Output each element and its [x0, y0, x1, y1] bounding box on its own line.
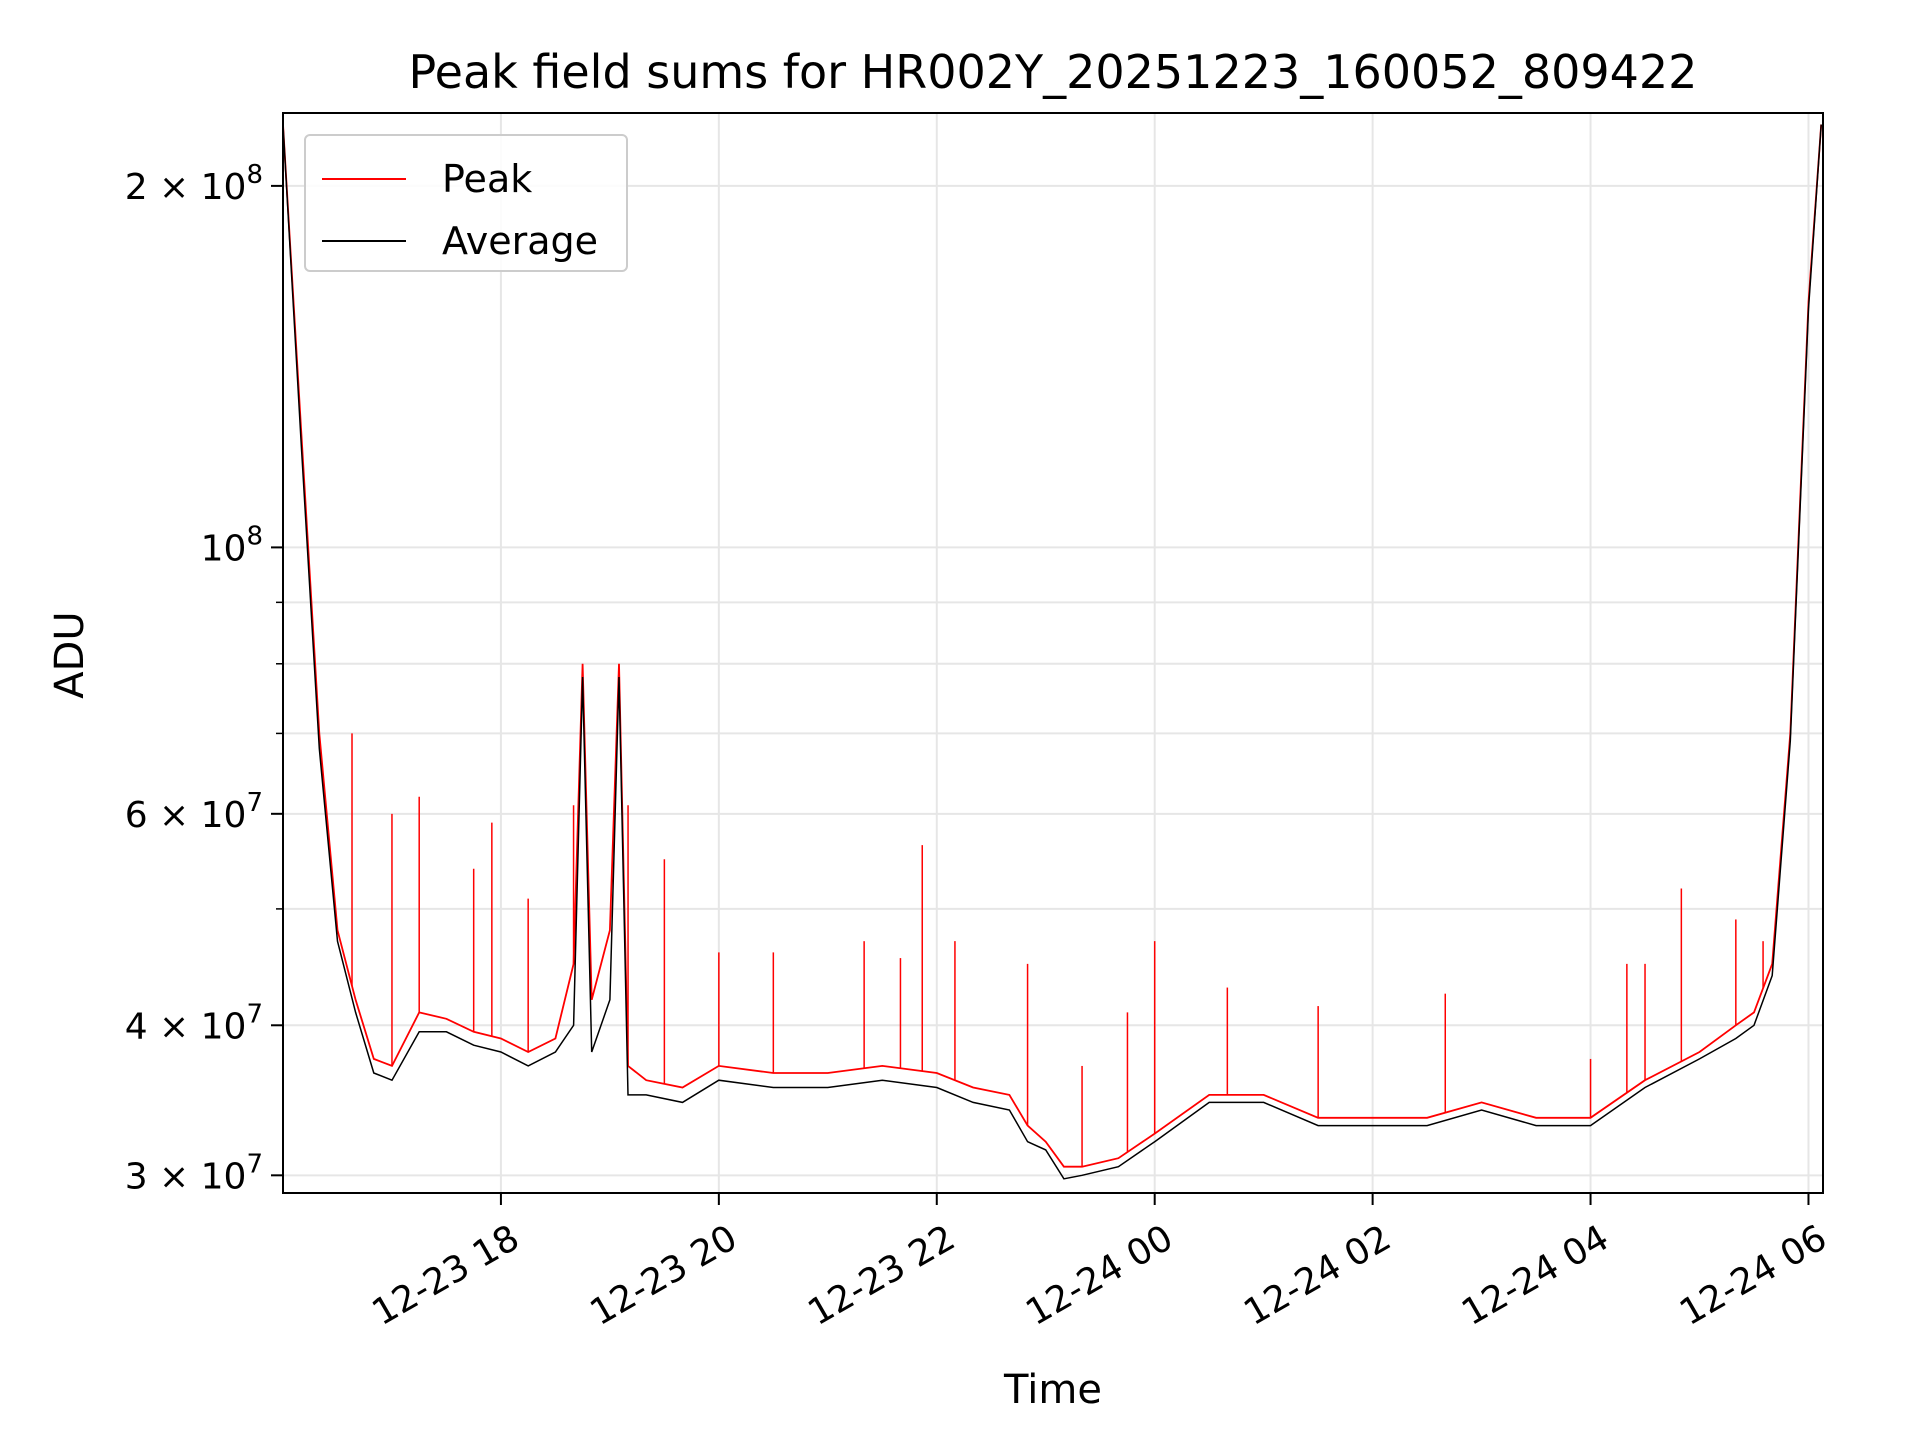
legend-item-average: Average	[322, 216, 622, 266]
x-tick-label: 12-23 22	[801, 1217, 962, 1333]
x-tick-label: 12-23 18	[366, 1217, 527, 1333]
series-line-peak	[282, 124, 1823, 1168]
y-tick-label: 3 × 107	[125, 1149, 263, 1197]
legend-swatch-average	[322, 240, 406, 242]
plot-frame	[282, 112, 1824, 1194]
series-lines	[282, 124, 1823, 1180]
y-axis-label: ADU	[47, 611, 93, 699]
y-tick-label: 4 × 107	[125, 999, 263, 1047]
legend: Peak Average	[304, 134, 628, 272]
legend-label-peak: Peak	[442, 157, 533, 201]
y-tick-label: 108	[201, 521, 263, 569]
axis-ticks: 12-23 18 12-23 20 12-23 22 12-24 00 12-24 02…	[125, 160, 1834, 1334]
x-tick-label: 12-24 00	[1019, 1217, 1180, 1333]
x-tick-label: 12-24 04	[1455, 1217, 1616, 1333]
y-tick-label: 2 × 108	[125, 160, 263, 208]
chart-title: Peak field sums for HR002Y_20251223_1600…	[408, 45, 1698, 99]
x-tick-label: 12-24 02	[1237, 1217, 1398, 1333]
legend-label-average: Average	[442, 219, 599, 263]
series-line-average	[282, 124, 1822, 1180]
legend-item-peak: Peak	[322, 154, 622, 204]
grid-lines	[283, 113, 1823, 1193]
x-tick-label: 12-23 20	[583, 1217, 744, 1333]
x-axis-label: Time	[1004, 1367, 1102, 1413]
y-tick-label: 6 × 107	[125, 788, 263, 836]
legend-swatch-peak	[322, 178, 406, 180]
x-tick-label: 12-24 06	[1673, 1217, 1834, 1333]
